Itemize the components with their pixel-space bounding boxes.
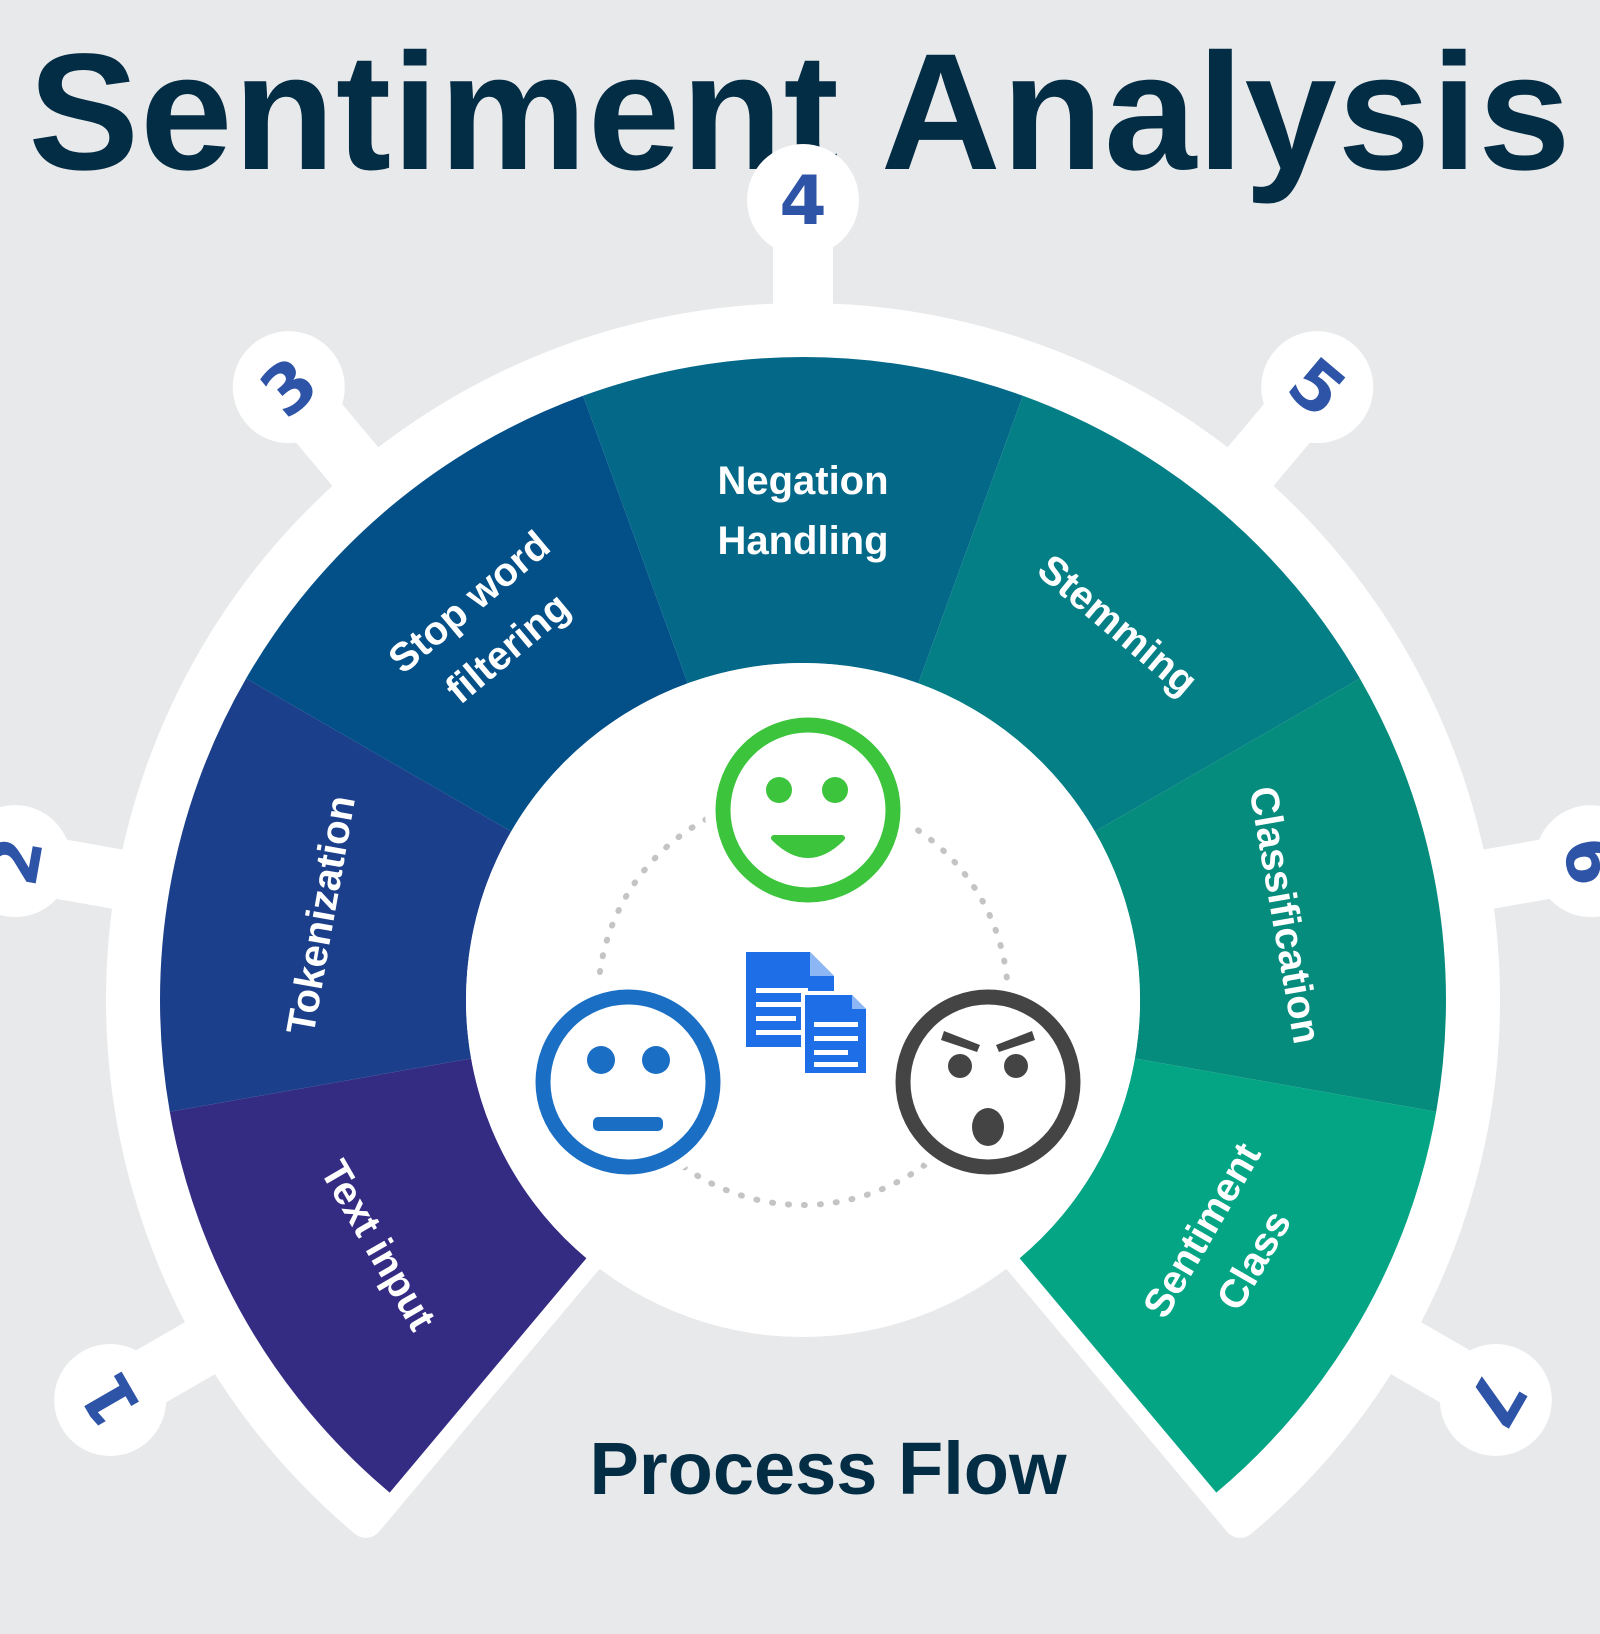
step-segment-2 (160, 678, 512, 1112)
step-number-connector (9, 831, 149, 914)
center-hub (466, 663, 1140, 1337)
step-segments (160, 357, 1446, 1493)
step-number-connector (265, 367, 396, 507)
step-segment-3 (246, 395, 688, 832)
step-label-4: Negation Handling (717, 459, 888, 563)
step-label-line: Negation (717, 459, 888, 503)
angry-face-icon (885, 979, 1091, 1185)
step-number-4: 4 (779, 162, 826, 241)
step-segment-5 (918, 395, 1360, 832)
step-segment-4 (583, 357, 1023, 684)
step-number-connector (1457, 831, 1597, 914)
document-icon (746, 952, 870, 1075)
step-segment-6 (1094, 678, 1446, 1112)
step-label-line: Handling (717, 519, 888, 563)
step-segment-7 (1019, 1058, 1437, 1493)
happy-face-icon (705, 707, 911, 913)
process-flow-caption: Process Flow (589, 1427, 1067, 1510)
neutral-face-icon (525, 979, 731, 1185)
step-number-connector (1368, 1309, 1511, 1426)
step-number-connector (1210, 367, 1341, 507)
step-segment-1 (169, 1058, 587, 1493)
step-number-connector (95, 1309, 238, 1426)
